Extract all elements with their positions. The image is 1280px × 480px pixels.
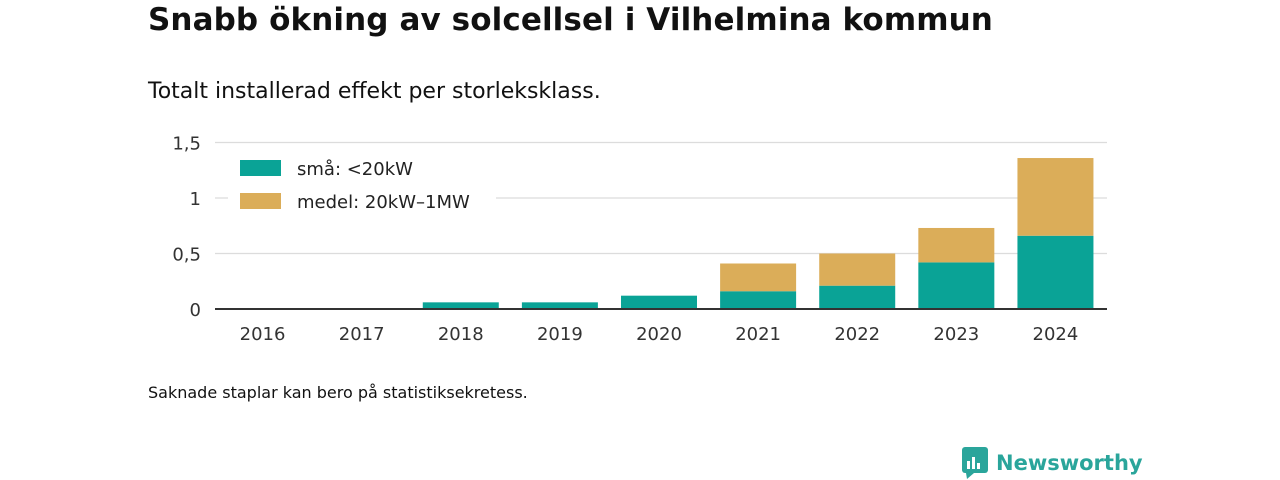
bar-medium (720, 263, 797, 292)
bar-medium (918, 227, 995, 263)
x-tick-label: 2022 (834, 324, 880, 345)
legend-label: små: <20kW (297, 159, 413, 180)
bar-small (819, 285, 896, 309)
bar-small (1017, 235, 1094, 309)
footnote: Saknade staplar kan bero på statistiksek… (148, 383, 528, 402)
y-tick-label: 0 (190, 300, 201, 321)
stacked-bar-chart: 0 0,5 1 1,5 2016 2017 2018 2019 2020 2021 2022 2023… (172, 134, 1107, 345)
chart-subtitle: Totalt installerad effekt per storlekskl… (148, 79, 601, 104)
x-tick-label: 2023 (933, 324, 979, 345)
x-tick-label: 2018 (438, 324, 484, 345)
bar-medium (1017, 158, 1094, 236)
brand-name: Newsworthy (996, 451, 1143, 475)
bar-small (720, 291, 797, 309)
bar-small (422, 302, 499, 309)
x-tick-label: 2020 (636, 324, 682, 345)
legend-swatch (240, 160, 281, 176)
y-tick-label: 1,5 (172, 134, 201, 155)
y-tick-label: 1 (190, 189, 201, 210)
x-tick-label: 2017 (339, 324, 385, 345)
bar-small (521, 302, 598, 309)
bar-small (918, 262, 995, 309)
bar-medium (819, 253, 896, 286)
x-tick-label: 2019 (537, 324, 583, 345)
x-tick-label: 2016 (240, 324, 286, 345)
x-tick-label: 2024 (1033, 324, 1079, 345)
chart-title: Snabb ökning av solcellsel i Vilhelmina … (148, 2, 993, 38)
bar-small (621, 295, 697, 309)
x-tick-label: 2021 (735, 324, 781, 345)
newsworthy-logo-icon (962, 447, 988, 479)
legend-label: medel: 20kW–1MW (297, 192, 470, 213)
newsworthy-logo: Newsworthy (962, 447, 1143, 479)
y-tick-label: 0,5 (172, 245, 201, 266)
legend-swatch (240, 193, 281, 209)
